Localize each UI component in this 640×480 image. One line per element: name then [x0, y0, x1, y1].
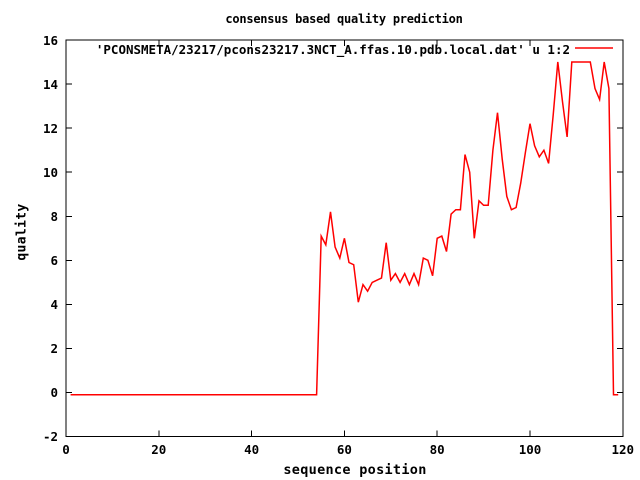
y-tick-label: 2	[50, 340, 58, 356]
x-tick-label: 80	[429, 442, 445, 457]
x-tick-label: 60	[336, 442, 352, 457]
y-tick-label: 6	[50, 252, 58, 268]
legend-series-label: 'PCONSMETA/23217/pcons23217.3NCT_A.ffas.…	[95, 42, 570, 57]
x-axis-label: sequence position	[283, 462, 427, 478]
x-tick-label: 40	[244, 442, 260, 457]
x-tick-label: 20	[151, 442, 167, 457]
axis-tick-marks	[65, 39, 624, 438]
x-tick-label: 100	[518, 442, 542, 457]
y-tick-label: 12	[42, 120, 58, 136]
quality-data-line	[70, 61, 619, 396]
y-tick-label: 10	[42, 164, 58, 180]
y-tick-label: 4	[50, 296, 58, 312]
x-tick-label: 120	[611, 442, 635, 457]
y-tick-label: 16	[42, 32, 58, 48]
x-tick-label: 0	[62, 442, 70, 457]
y-tick-label: 8	[50, 208, 58, 224]
chart-title: consensus based quality prediction	[225, 12, 463, 26]
y-tick-label: -2	[42, 429, 58, 445]
y-tick-label: 0	[50, 385, 58, 401]
y-tick-label: 14	[42, 76, 58, 92]
